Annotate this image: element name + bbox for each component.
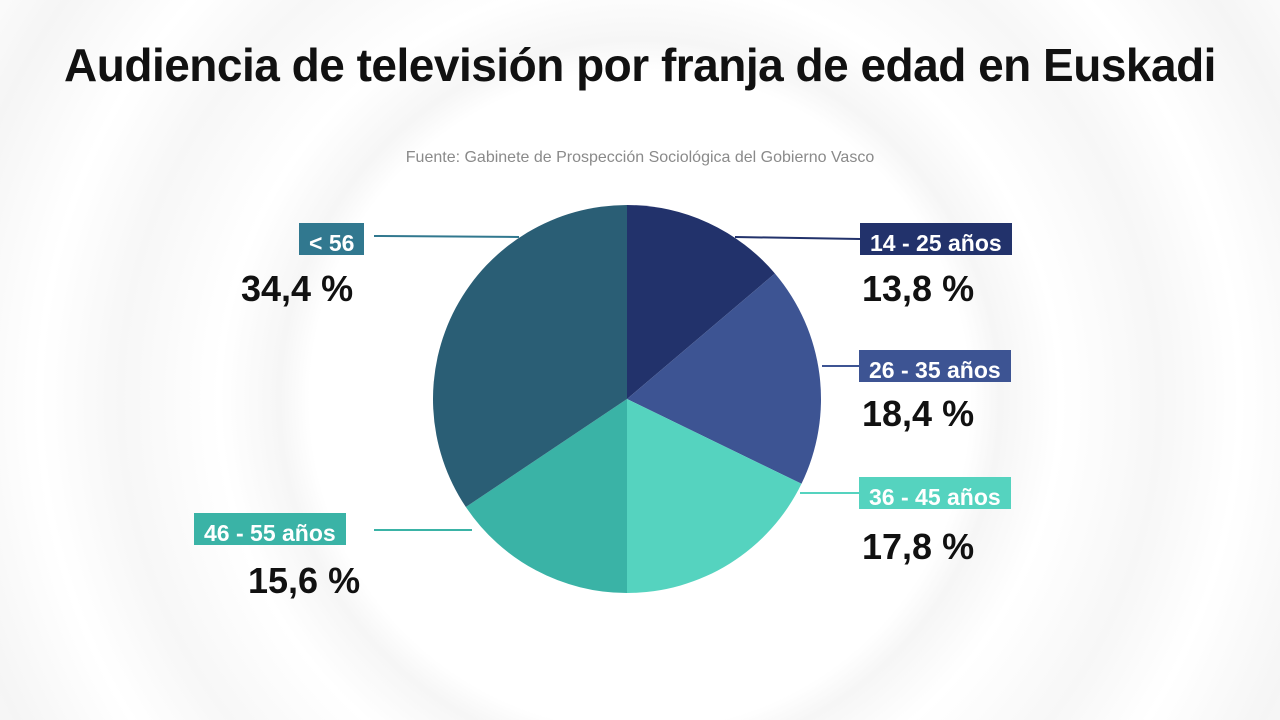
pie-slice-0 (627, 205, 775, 399)
leader-line-0 (734, 236, 861, 240)
label-26-35: 26 - 35 años (859, 350, 1011, 383)
value-over-56: 34,4 % (241, 268, 354, 309)
value-36-45: 17,8 % (862, 526, 975, 567)
pie-slice-3 (465, 399, 627, 593)
label-14-25: 14 - 25 años (860, 223, 1012, 256)
pie-slice-4 (433, 205, 627, 508)
pie-slice-2 (627, 399, 802, 593)
label-46-55: 46 - 55 años (194, 513, 346, 546)
chart-title: Audiencia de televisión por franja de ed… (64, 39, 1216, 91)
value-26-35: 18,4 % (862, 393, 975, 434)
pie-slice-1 (627, 273, 821, 484)
value-14-25: 13,8 % (862, 268, 975, 309)
chart-subtitle: Fuente: Gabinete de Prospección Sociológ… (405, 149, 875, 166)
label-over-56: < 56 (299, 223, 365, 256)
label-36-45: 36 - 45 años (859, 477, 1011, 510)
value-46-55: 15,6 % (248, 560, 361, 601)
leader-line-4 (373, 235, 520, 238)
